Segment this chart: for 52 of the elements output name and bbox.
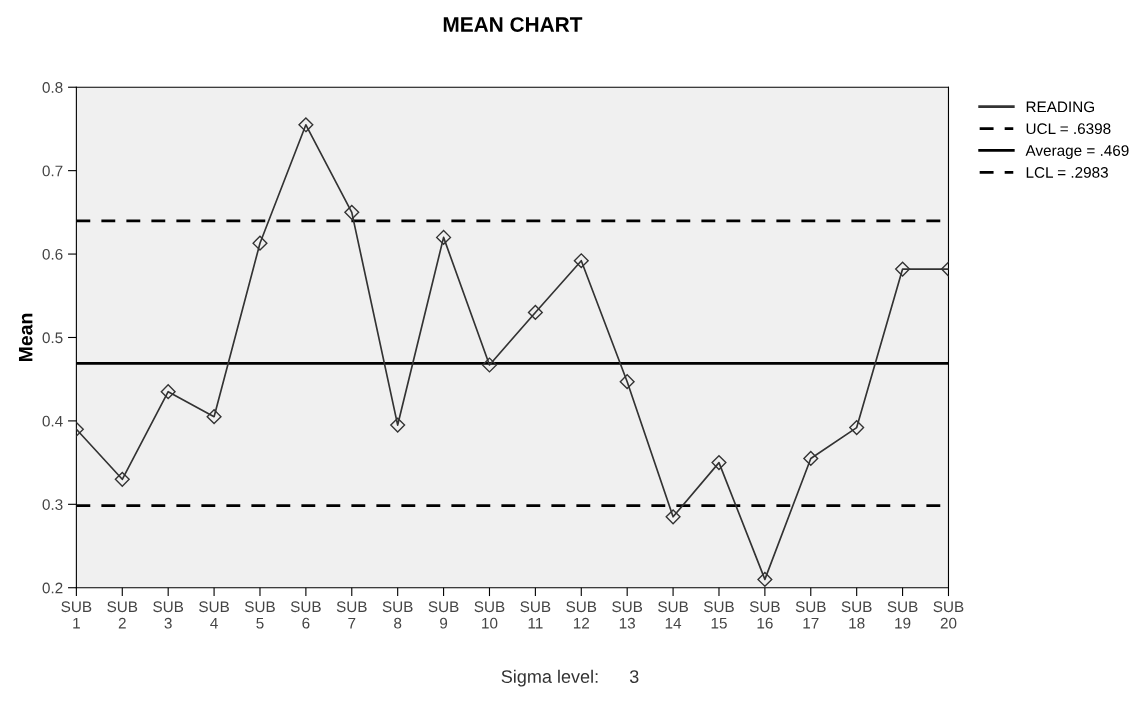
x-tick-label: SUB 12 — [566, 601, 597, 629]
point — [895, 261, 911, 277]
point — [527, 304, 543, 321]
y-tick-label: 0.2 — [42, 582, 63, 594]
legend-label: LCL = .2983 — [1026, 167, 1108, 178]
legend-label: UCL = .6398 — [1026, 123, 1111, 135]
point — [573, 253, 589, 269]
chart-title: MEAN CHART — [443, 17, 583, 32]
point — [757, 571, 773, 587]
x-tick-label: SUB 4 — [199, 601, 229, 629]
x-tick-label: SUB 15 — [703, 601, 734, 629]
x-tick-label: SUB 18 — [841, 601, 872, 629]
legend-label: READING — [1026, 101, 1094, 113]
y-tick-label: 0.5 — [42, 332, 63, 344]
x-tick-label: SUB 14 — [658, 601, 688, 629]
point — [206, 409, 222, 425]
point — [114, 471, 130, 487]
point — [298, 117, 314, 133]
x-tick-label: SUB 17 — [795, 601, 826, 629]
y-tick-label: 0.3 — [42, 499, 63, 510]
x-tick-label: SUB 2 — [107, 601, 138, 629]
x-tick-label: SUB 19 — [887, 601, 918, 629]
point — [390, 417, 406, 433]
x-tick-label: SUB 20 — [933, 601, 964, 629]
y-tick-label: 0.4 — [42, 415, 63, 427]
point — [344, 204, 360, 220]
text: Sigma level: 3 — [501, 669, 639, 687]
legend-label: Average = .469 — [1025, 145, 1129, 159]
y-tick-label: 0.8 — [42, 82, 63, 93]
y-tick-label: 0.6 — [42, 248, 63, 260]
point — [849, 419, 865, 436]
x-tick-label: SUB 13 — [612, 601, 643, 629]
x-tick-label: SUB 11 — [520, 601, 551, 629]
y-axis-title: Mean — [18, 313, 33, 362]
point — [803, 450, 819, 467]
point — [252, 235, 268, 251]
x-tick-label: SUB 1 — [61, 601, 92, 629]
x-tick-label: SUB 10 — [474, 601, 505, 629]
point — [665, 509, 681, 525]
x-tick-label: SUB 8 — [382, 601, 413, 629]
x-tick-label: SUB 3 — [153, 601, 184, 629]
x-tick-label: SUB 7 — [336, 601, 367, 629]
point — [481, 357, 498, 373]
point — [160, 384, 176, 400]
x-tick-label: SUB 5 — [244, 601, 275, 629]
x-tick-label: SUB 6 — [290, 601, 321, 629]
y-tick-label: 0.7 — [42, 165, 63, 177]
x-tick-label: SUB 16 — [749, 601, 780, 629]
point — [619, 374, 635, 390]
point — [711, 455, 727, 471]
point — [436, 229, 452, 245]
x-tick-label: SUB 9 — [428, 601, 459, 629]
